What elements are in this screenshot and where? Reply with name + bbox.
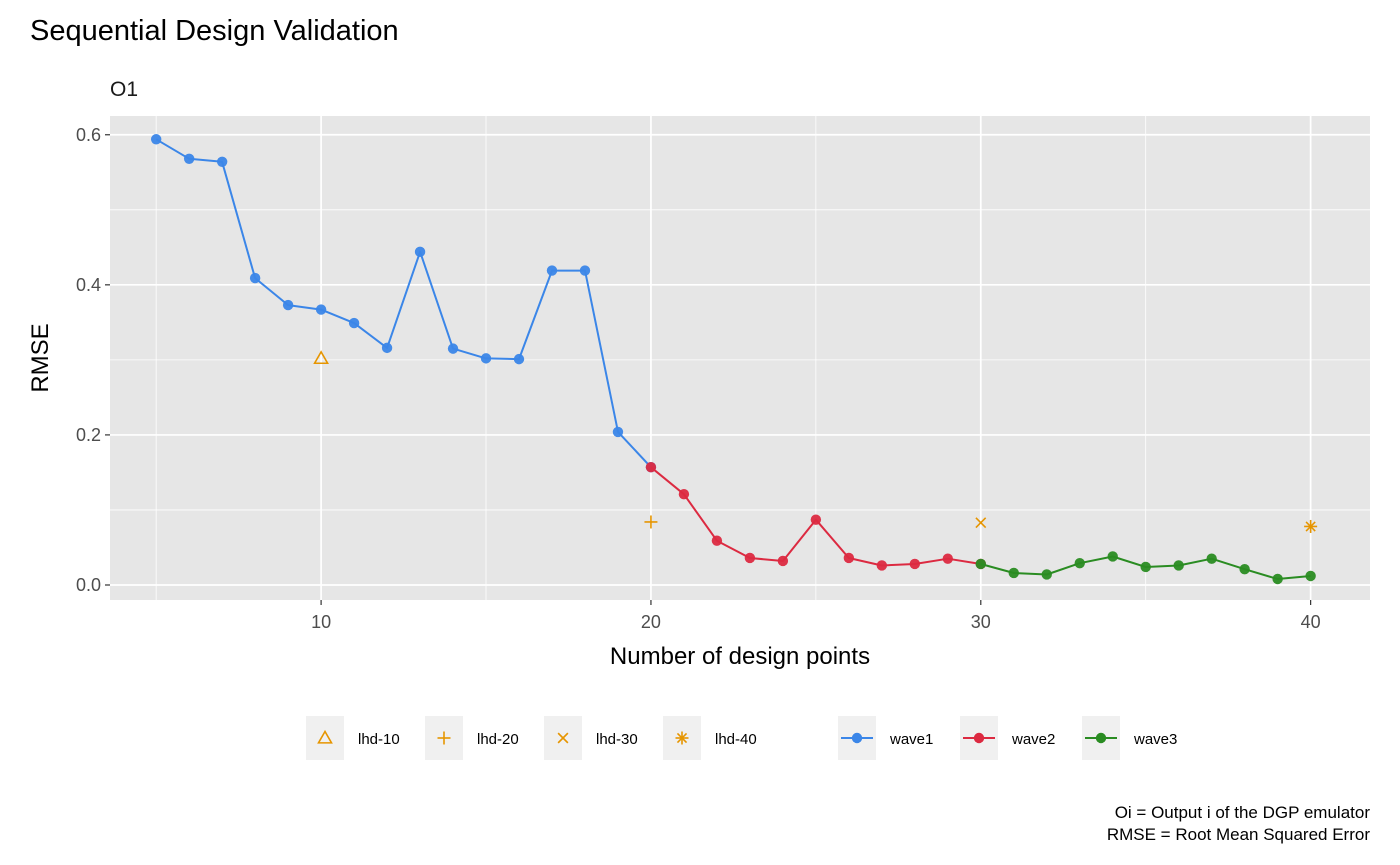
data-point-wave3: [1074, 558, 1085, 569]
legend-label-lhd-40: lhd-40: [715, 731, 757, 748]
data-point-wave1: [513, 353, 525, 365]
data-point-wave3: [1107, 551, 1118, 562]
caption-line-2: RMSE = Root Mean Squared Error: [1107, 825, 1370, 844]
data-point-wave2: [843, 552, 855, 564]
data-point-wave3: [1305, 570, 1316, 582]
x-tick-label: 40: [1301, 612, 1321, 632]
data-point-wave2: [711, 535, 723, 546]
legend-glyph-lhd-30: [557, 732, 569, 744]
data-point-wave2: [777, 555, 789, 567]
data-point-wave1: [447, 343, 459, 354]
data-point-wave3: [1272, 573, 1283, 585]
facet-label: O1: [110, 78, 138, 101]
data-point-wave2: [645, 461, 657, 473]
data-point-wave2: [909, 558, 921, 570]
data-point-wave1: [414, 246, 426, 258]
axes: 0.0 0.2 0.4 0.6 10 20 30 40: [76, 125, 1321, 632]
data-point-wave1: [282, 299, 294, 311]
y-axis-title: RMSE: [27, 323, 54, 392]
y-tick-label: 0.4: [76, 275, 101, 295]
plot-panel: [110, 116, 1370, 600]
data-point-wave1: [480, 353, 492, 364]
x-tick-label: 30: [971, 612, 991, 632]
point-lhd-20: [644, 515, 658, 529]
data-point-wave2: [744, 552, 756, 564]
legend-glyph-lhd-20: [437, 731, 451, 745]
reference-points-layer: [313, 350, 1318, 533]
point-lhd-40: [1304, 519, 1318, 533]
legend-label-lhd-10: lhd-10: [358, 731, 400, 748]
legend-glyph-lhd-40: [675, 731, 689, 745]
data-point-wave2: [810, 514, 822, 525]
data-point-wave1: [381, 342, 393, 354]
legend-label-lhd-20: lhd-20: [477, 731, 519, 748]
data-point-wave2: [678, 488, 690, 500]
data-point-wave3: [975, 558, 986, 570]
legend-label-wave2: wave2: [1011, 731, 1055, 748]
series-wave3: [975, 551, 1316, 585]
data-point-wave1: [315, 304, 327, 315]
legend-key-lhd-10: [306, 716, 344, 760]
series-line-wave1: [155, 138, 652, 468]
y-tick-label: 0.6: [76, 125, 101, 145]
data-point-wave1: [546, 265, 558, 276]
data-point-wave3: [1206, 553, 1217, 564]
legend-dot-wave2: [973, 732, 985, 744]
x-tick-label: 20: [641, 612, 661, 632]
data-point-wave3: [1041, 569, 1052, 580]
x-tick-label: 10: [311, 612, 331, 632]
data-point-wave1: [150, 134, 162, 145]
legend-dot-wave1: [851, 732, 863, 744]
data-point-wave1: [579, 265, 591, 276]
point-lhd-10: [313, 350, 329, 365]
data-point-wave1: [183, 153, 195, 164]
data-point-wave2: [942, 553, 954, 564]
legend: lhd-10 lhd-20 lhd-30 lhd-40 wave1 wave2 wave3: [306, 716, 1177, 760]
data-point-wave1: [348, 317, 360, 329]
data-point-wave1: [249, 272, 261, 284]
y-tick-label: 0.0: [76, 575, 101, 595]
legend-label-wave3: wave3: [1133, 731, 1177, 748]
legend-dot-wave3: [1095, 732, 1107, 744]
series-layer: [150, 134, 1316, 585]
x-axis-title: Number of design points: [610, 643, 870, 670]
point-lhd-30: [975, 517, 987, 529]
data-point-wave2: [876, 560, 888, 571]
data-point-wave3: [1008, 567, 1019, 579]
legend-label-lhd-30: lhd-30: [596, 731, 638, 748]
y-tick-label: 0.2: [76, 425, 101, 445]
data-point-wave1: [612, 426, 624, 438]
data-point-wave3: [1140, 561, 1151, 573]
legend-glyph-lhd-10: [317, 729, 333, 744]
data-point-wave1: [216, 156, 228, 167]
data-point-wave3: [1173, 560, 1184, 571]
legend-label-wave1: wave1: [889, 731, 933, 748]
data-point-wave3: [1239, 564, 1250, 575]
series-wave1: [150, 134, 657, 473]
series-wave2: [645, 461, 986, 571]
caption-line-1: Oi = Output i of the DGP emulator: [1115, 803, 1371, 822]
chart-title: Sequential Design Validation: [30, 15, 399, 47]
